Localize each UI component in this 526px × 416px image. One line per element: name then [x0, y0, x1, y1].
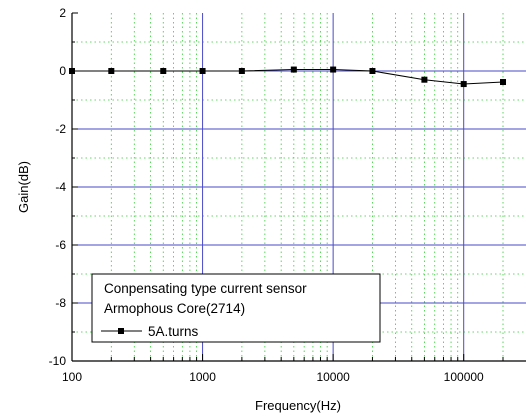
legend: Conpensating type current sensor Armopho…: [91, 273, 381, 343]
axis-ticks: [71, 12, 504, 362]
data-point-marker: [421, 76, 428, 83]
legend-series-label: 5A.turns: [148, 324, 199, 339]
y-tick-label: 0: [59, 64, 66, 78]
data-point-marker: [460, 81, 467, 88]
y-tick-label: -4: [55, 180, 66, 194]
data-point-marker: [108, 68, 115, 74]
data-point-marker: [330, 66, 337, 73]
minor-grid: [72, 13, 526, 361]
data-point-marker: [69, 68, 75, 74]
data-point-marker: [238, 68, 245, 74]
y-tick-label: -10: [49, 354, 67, 368]
x-tick-label: 10000: [316, 370, 350, 384]
y-tick-label: -8: [55, 296, 66, 310]
series-layer: [69, 66, 507, 88]
data-point-marker: [369, 68, 376, 74]
y-tick-label: -2: [55, 122, 66, 136]
data-point-marker: [500, 79, 507, 86]
x-tick-label: 100: [62, 370, 82, 384]
x-tick-label: 1000: [189, 370, 216, 384]
tick-labels: 100 1000 10000 100000 2 0 -2 -4 -6 -8 -10: [49, 6, 484, 384]
y-tick-label: 2: [59, 6, 66, 20]
x-axis-label: Frequency(Hz): [255, 398, 341, 413]
y-axis-label: Gain(dB): [16, 161, 31, 213]
data-point-marker: [199, 68, 206, 74]
y-tick-label: -6: [55, 238, 66, 252]
data-point-marker: [160, 68, 167, 74]
legend-marker-icon: [118, 328, 124, 334]
data-point-marker: [290, 66, 297, 73]
x-tick-label: 100000: [444, 370, 484, 384]
legend-title-line1: Conpensating type current sensor: [104, 281, 307, 296]
legend-title-line2: Armophous Core(2714): [104, 301, 245, 316]
